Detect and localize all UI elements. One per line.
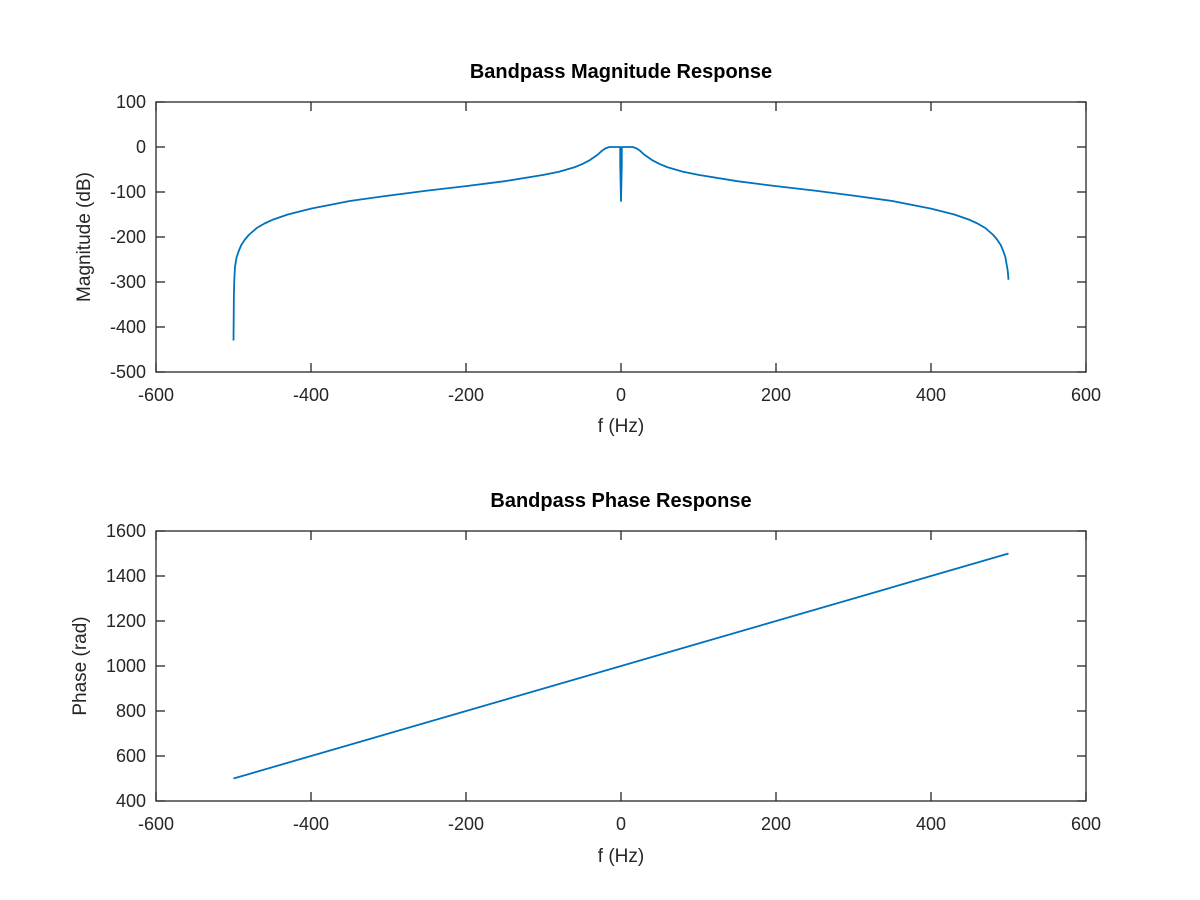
- magnitude-ytick-label: -300: [110, 272, 146, 292]
- phase-ytick-label: 1200: [106, 611, 146, 631]
- magnitude-ticks: -600 -400 -200 0 200 400 600 -500 -400 -300 -200 -1…: [110, 92, 1101, 405]
- magnitude-subplot: Bandpass Magnitude Response f (Hz) Magni…: [74, 61, 1101, 437]
- magnitude-xtick-label: -200: [448, 385, 484, 405]
- phase-title: Bandpass Phase Response: [490, 490, 751, 512]
- magnitude-xtick-label: 600: [1071, 385, 1101, 405]
- phase-ytick-label: 1400: [106, 566, 146, 586]
- magnitude-ytick-label: 100: [116, 92, 146, 112]
- phase-ytick-label: 600: [116, 746, 146, 766]
- magnitude-ytick-label: -500: [110, 362, 146, 382]
- phase-xlabel: f (Hz): [598, 846, 644, 867]
- magnitude-title: Bandpass Magnitude Response: [470, 61, 772, 83]
- phase-xtick-label: 200: [761, 814, 791, 834]
- phase-ytick-label: 800: [116, 701, 146, 721]
- phase-xtick-label: -200: [448, 814, 484, 834]
- phase-xtick-label: -400: [293, 814, 329, 834]
- magnitude-axes-box: [155, 101, 1087, 373]
- phase-subplot: Bandpass Phase Response f (Hz) Phase (ra…: [70, 490, 1101, 867]
- phase-ytick-label: 1000: [106, 656, 146, 676]
- phase-ytick-label: 400: [116, 791, 146, 811]
- magnitude-series-line: [232, 146, 1010, 341]
- phase-axes-box: [155, 530, 1087, 802]
- phase-ylabel: Phase (rad): [70, 616, 91, 715]
- magnitude-ytick-label: 0: [136, 137, 146, 157]
- phase-xtick-label: 400: [916, 814, 946, 834]
- magnitude-xtick-label: -400: [293, 385, 329, 405]
- magnitude-xtick-label: 200: [761, 385, 791, 405]
- phase-series-line: [233, 552, 1009, 780]
- phase-xtick-label: 600: [1071, 814, 1101, 834]
- phase-xtick-label: 0: [616, 814, 626, 834]
- magnitude-xtick-label: 0: [616, 385, 626, 405]
- magnitude-ytick-label: -400: [110, 317, 146, 337]
- phase-xtick-label: -600: [138, 814, 174, 834]
- phase-ytick-label: 1600: [106, 521, 146, 541]
- magnitude-ytick-label: -100: [110, 182, 146, 202]
- magnitude-xtick-label: -600: [138, 385, 174, 405]
- magnitude-xlabel: f (Hz): [598, 416, 644, 437]
- phase-ticks: -600 -400 -200 0 200 400 600 400 600 800 1000 1200 1…: [106, 521, 1101, 834]
- magnitude-ylabel: Magnitude (dB): [74, 172, 95, 302]
- magnitude-xtick-label: 400: [916, 385, 946, 405]
- magnitude-ytick-label: -200: [110, 227, 146, 247]
